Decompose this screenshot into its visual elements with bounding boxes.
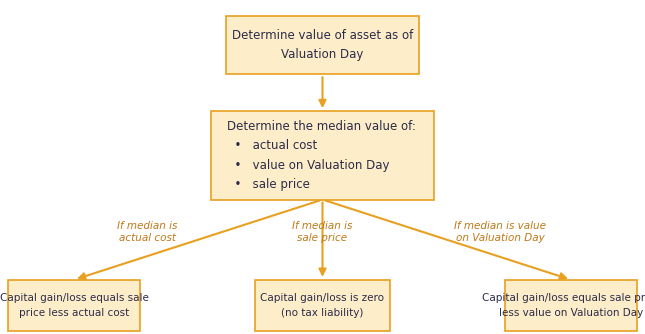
Text: If median is
sale price: If median is sale price	[292, 221, 353, 243]
Text: If median is value
on Valuation Day: If median is value on Valuation Day	[454, 221, 546, 243]
Text: Capital gain/loss equals sale
price less actual cost: Capital gain/loss equals sale price less…	[0, 293, 148, 318]
Text: Determine the median value of:
  •   actual cost
  •   value on Valuation Day
  : Determine the median value of: • actual …	[228, 120, 416, 191]
FancyBboxPatch shape	[212, 111, 433, 199]
Text: Capital gain/loss equals sale price
less value on Valuation Day: Capital gain/loss equals sale price less…	[482, 293, 645, 318]
FancyBboxPatch shape	[504, 280, 637, 331]
Text: If median is
actual cost: If median is actual cost	[117, 221, 177, 243]
FancyBboxPatch shape	[255, 280, 390, 331]
Text: Capital gain/loss is zero
(no tax liability): Capital gain/loss is zero (no tax liabil…	[261, 293, 384, 318]
Text: Determine value of asset as of
Valuation Day: Determine value of asset as of Valuation…	[232, 29, 413, 61]
FancyBboxPatch shape	[226, 16, 419, 74]
FancyBboxPatch shape	[8, 280, 141, 331]
